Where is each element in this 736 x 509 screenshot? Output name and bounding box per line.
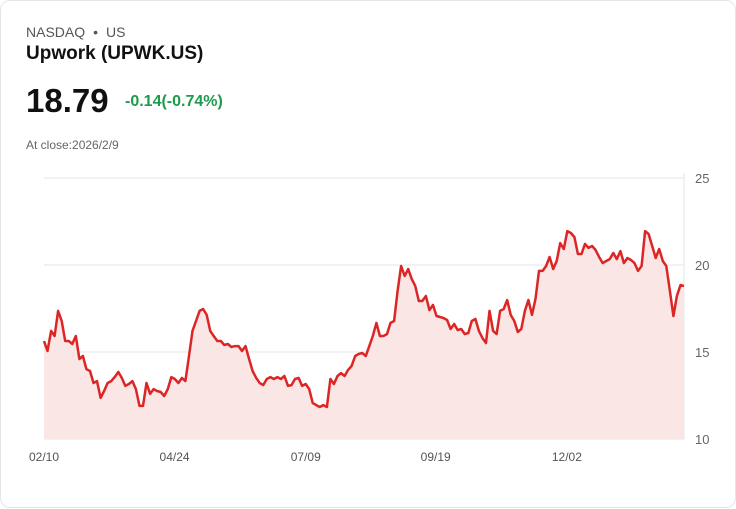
separator: • — [93, 24, 99, 40]
price-change: -0.14(-0.74%) — [125, 93, 223, 110]
x-tick-label: 09/19 — [421, 450, 451, 464]
region-label: US — [106, 24, 126, 40]
close-date: At close:2026/2/9 — [26, 138, 119, 152]
price-area — [44, 231, 684, 439]
y-tick-label: 10 — [695, 432, 709, 447]
x-tick-label: 02/10 — [29, 450, 59, 464]
stock-title: Upwork (UPWK.US) — [26, 43, 204, 64]
x-tick-label: 12/02 — [552, 450, 582, 464]
price-line — [42, 229, 685, 409]
y-tick-label: 20 — [695, 258, 709, 273]
stock-price: 18.79 — [26, 82, 109, 119]
exchange-label: NASDAQ — [26, 24, 86, 40]
y-tick-label: 15 — [695, 345, 709, 360]
x-tick-label: 07/09 — [291, 450, 321, 464]
exchange-info: NASDAQ • US — [26, 24, 125, 40]
y-tick-label: 25 — [695, 171, 709, 186]
x-tick-label: 04/24 — [160, 450, 190, 464]
